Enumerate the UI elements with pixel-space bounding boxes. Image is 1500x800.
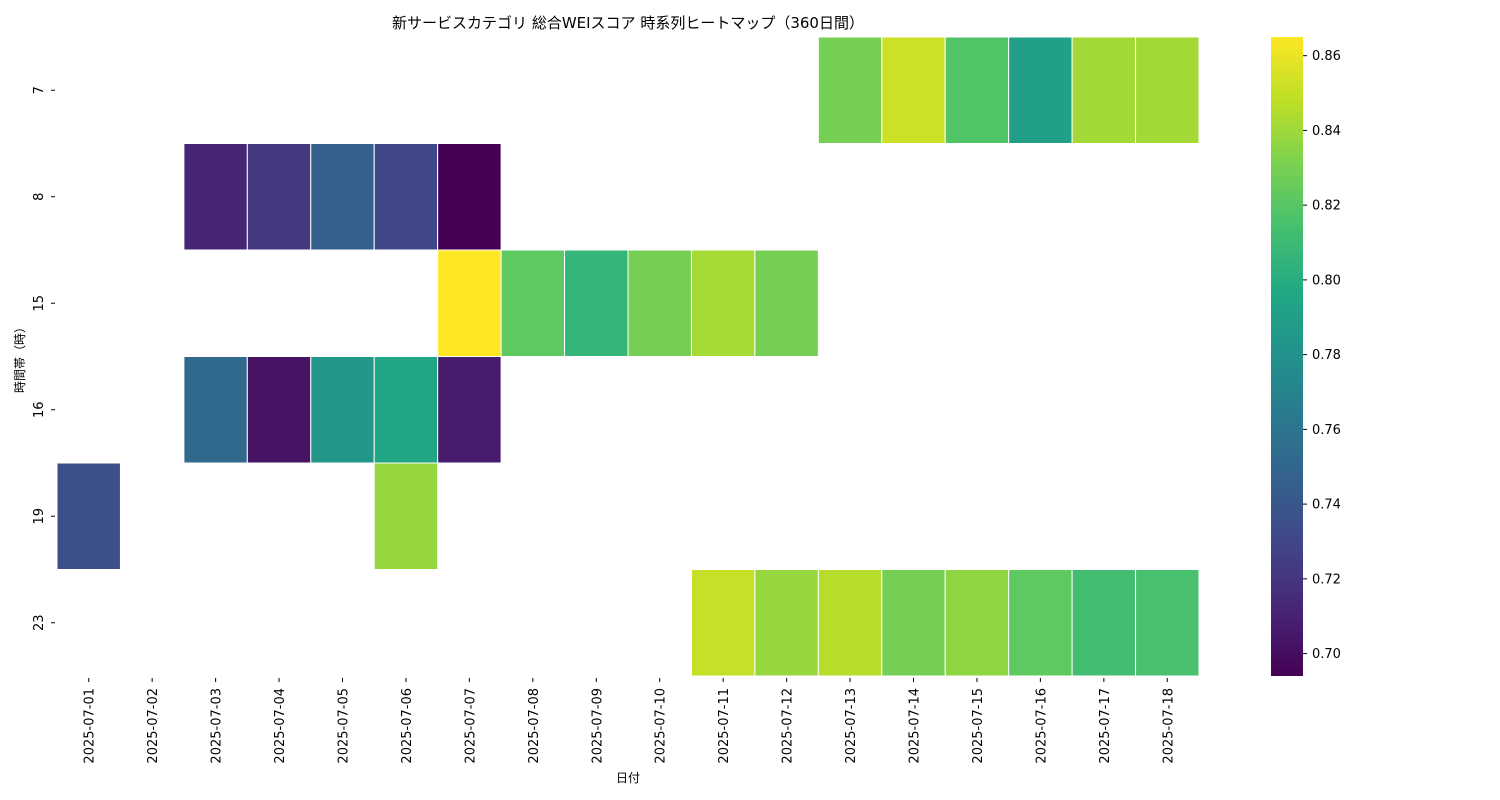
y-tick-label: 15 bbox=[32, 295, 47, 312]
x-tick-label: 2025-07-03 bbox=[210, 688, 225, 764]
x-tick-label: 2025-07-17 bbox=[1098, 688, 1113, 764]
heatmap-cell bbox=[690, 249, 756, 357]
colorbar-tick-label: 0.72 bbox=[1312, 572, 1341, 587]
heatmap-cell bbox=[1008, 36, 1073, 144]
x-tick-label: 2025-07-18 bbox=[1161, 688, 1176, 764]
heatmap-cell bbox=[881, 569, 946, 677]
heatmap-cell bbox=[944, 569, 1010, 677]
x-tick-label: 2025-07-15 bbox=[971, 688, 986, 764]
heatmap-cell bbox=[437, 143, 502, 251]
heatmap-cell bbox=[500, 249, 566, 357]
x-tick-label: 2025-07-01 bbox=[83, 688, 98, 764]
colorbar-tick-label: 0.74 bbox=[1312, 498, 1341, 513]
y-tick-label: 19 bbox=[32, 508, 47, 525]
colorbar-tick-label: 0.78 bbox=[1312, 348, 1341, 363]
x-tick-label: 2025-07-06 bbox=[400, 688, 415, 764]
heatmap-cell bbox=[373, 143, 439, 251]
colorbar-gradient bbox=[1271, 37, 1303, 676]
heatmap-cell bbox=[817, 569, 883, 677]
heatmap-cell bbox=[944, 36, 1010, 144]
heatmap-cell bbox=[437, 249, 502, 357]
heatmap-cell bbox=[754, 569, 819, 677]
heatmap-cell bbox=[437, 356, 502, 464]
colorbar-tick-label: 0.86 bbox=[1312, 49, 1341, 64]
heatmap-cell bbox=[1071, 569, 1137, 677]
x-tick-label: 2025-07-14 bbox=[908, 688, 923, 764]
y-axis-label: 時間帯（時） bbox=[13, 321, 27, 393]
x-tick-label: 2025-07-09 bbox=[590, 688, 605, 764]
colorbar: 0.70 0.72 0.74 0.76 0.78 0.80 0.82 0.84 0.86 bbox=[1271, 37, 1341, 676]
heatmap-cell bbox=[1008, 569, 1073, 677]
heatmap-cell bbox=[183, 143, 248, 251]
heatmap-cell bbox=[373, 462, 439, 570]
heatmap-cell bbox=[56, 462, 121, 570]
heatmap-cells bbox=[56, 36, 1200, 677]
x-tick-label: 2025-07-16 bbox=[1034, 688, 1049, 764]
colorbar-tick-label: 0.70 bbox=[1312, 647, 1341, 662]
heatmap-cell bbox=[690, 569, 756, 677]
heatmap-cell bbox=[817, 36, 883, 144]
colorbar-tick-label: 0.80 bbox=[1312, 273, 1341, 288]
y-tick-label: 8 bbox=[32, 193, 47, 201]
y-tick-label: 16 bbox=[32, 401, 47, 418]
colorbar-tick-label: 0.82 bbox=[1312, 199, 1341, 214]
x-tick-label: 2025-07-04 bbox=[273, 688, 288, 764]
y-tick-label: 7 bbox=[32, 86, 47, 94]
x-axis: 2025-07-01 2025-07-02 2025-07-03 2025-07-04… bbox=[83, 678, 1176, 764]
heatmap-cell bbox=[373, 356, 439, 464]
x-tick-label: 2025-07-02 bbox=[146, 688, 161, 764]
y-axis: 7 8 15 16 19 23 bbox=[32, 86, 55, 631]
colorbar-tick-label: 0.76 bbox=[1312, 423, 1341, 438]
heatmap-cell bbox=[1071, 36, 1137, 144]
x-tick-label: 2025-07-12 bbox=[781, 688, 796, 764]
heatmap-cell bbox=[310, 143, 375, 251]
heatmap-cell bbox=[1135, 36, 1200, 144]
x-tick-label: 2025-07-13 bbox=[844, 688, 859, 764]
heatmap-cell bbox=[310, 356, 375, 464]
x-tick-label: 2025-07-05 bbox=[337, 688, 352, 764]
heatmap-cell bbox=[246, 143, 312, 251]
heatmap-cell bbox=[627, 249, 692, 357]
x-tick-label: 2025-07-11 bbox=[717, 688, 732, 764]
heatmap-cell bbox=[246, 356, 312, 464]
colorbar-tick-label: 0.84 bbox=[1312, 124, 1341, 139]
x-axis-label: 日付 bbox=[616, 771, 640, 785]
heatmap-cell bbox=[183, 356, 248, 464]
heatmap-cell bbox=[564, 249, 629, 357]
heatmap-cell bbox=[754, 249, 819, 357]
y-tick-label: 23 bbox=[32, 614, 47, 631]
x-tick-label: 2025-07-08 bbox=[527, 688, 542, 764]
x-tick-label: 2025-07-10 bbox=[654, 688, 669, 764]
x-tick-label: 2025-07-07 bbox=[463, 688, 478, 764]
heatmap-cell bbox=[881, 36, 946, 144]
chart-title: 新サービスカテゴリ 総合WEIスコア 時系列ヒートマップ（360日間） bbox=[392, 14, 864, 32]
heatmap-cell bbox=[1135, 569, 1200, 677]
